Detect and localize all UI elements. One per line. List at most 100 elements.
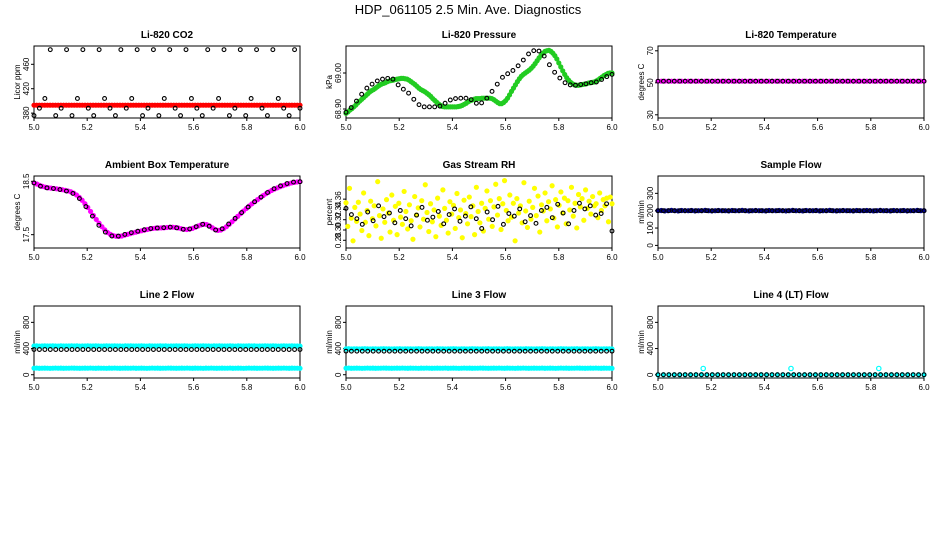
rh-point	[396, 200, 402, 206]
rh-point	[436, 213, 442, 219]
line2-point	[64, 347, 70, 352]
co2-point	[42, 96, 48, 101]
line4-spike-point	[700, 365, 707, 372]
co2-point	[31, 113, 37, 119]
ambient-point	[213, 227, 219, 233]
rh-point	[484, 209, 490, 215]
rh-point	[385, 210, 391, 216]
line4-point	[753, 372, 759, 378]
line4-title: Line 4 (LT) Flow	[753, 290, 829, 301]
line2-point	[74, 347, 80, 352]
temperature-point	[840, 78, 846, 84]
ambient-point	[161, 225, 167, 231]
temperature-point	[758, 78, 764, 84]
rh-point	[468, 204, 474, 210]
line2-series-flow-low	[31, 365, 303, 371]
rh-point	[498, 226, 504, 233]
line2-point	[36, 347, 42, 352]
pressure-point	[562, 80, 568, 86]
rh-point	[371, 203, 377, 209]
line3-x-tick-label: 5.4	[447, 383, 459, 392]
rh-point	[380, 206, 386, 212]
pressure-point	[353, 98, 359, 104]
temperature-point	[671, 78, 677, 84]
line2-point	[161, 347, 167, 352]
rh-point	[370, 218, 376, 224]
rh-point	[510, 200, 516, 206]
co2-x-tick-label: 5.8	[241, 123, 253, 132]
pressure-point	[369, 81, 375, 87]
rh-title: Gas Stream RH	[443, 160, 516, 171]
line2-x-tick-label: 5.8	[241, 383, 253, 392]
co2-point	[102, 96, 108, 101]
co2-point	[107, 105, 113, 111]
sample_flow-x-tick-label: 5.2	[706, 253, 718, 262]
pressure-point	[427, 104, 432, 110]
co2-point	[292, 47, 298, 53]
temperature-point	[878, 78, 884, 84]
rh-point	[424, 209, 430, 216]
rh-point	[516, 210, 522, 216]
line3-series-flow-low	[343, 365, 615, 371]
pressure-point	[599, 77, 605, 82]
temperature-x-tick-label: 5.2	[706, 123, 718, 132]
line2-point	[107, 347, 113, 352]
pressure-y-axis-label: kPa	[325, 75, 334, 89]
co2-point	[69, 113, 75, 119]
rh-point	[496, 196, 502, 202]
line4-series-samples	[655, 372, 927, 378]
line4-spike-point	[788, 365, 794, 372]
line3-point	[343, 348, 349, 354]
co2-point	[150, 47, 156, 53]
rh-point	[376, 203, 382, 209]
pressure-point	[348, 105, 354, 111]
rh-point	[464, 221, 471, 227]
sample_flow-point	[905, 208, 911, 214]
line3-point	[397, 348, 403, 354]
line3-point	[457, 348, 463, 354]
rh-point	[399, 221, 405, 227]
sample_flow-point	[715, 208, 721, 214]
line3-point	[587, 348, 593, 354]
ambient-x-tick-label: 5.8	[241, 253, 253, 262]
rh-point	[587, 203, 593, 209]
rh-point	[435, 209, 441, 214]
line2-point	[254, 347, 260, 352]
line2-point	[281, 347, 287, 352]
line3-point	[555, 348, 561, 354]
pressure-point	[593, 79, 599, 85]
temperature-point	[802, 78, 808, 84]
line2-point	[172, 347, 178, 352]
co2-point	[188, 96, 194, 101]
rh-point	[383, 197, 390, 203]
line4-point	[856, 372, 862, 378]
rh-point	[501, 178, 508, 184]
pressure-point	[437, 103, 443, 109]
pressure-y-tick-label: 69.00	[334, 62, 343, 83]
co2-point	[91, 113, 97, 119]
line2-point	[292, 347, 298, 352]
rh-point	[576, 200, 582, 206]
ambient-point	[57, 187, 63, 192]
rh-point	[524, 224, 531, 231]
ambient-point	[174, 225, 180, 231]
sample_flow-series-samples	[655, 208, 927, 214]
rh-y-tick-label: 0.34	[334, 201, 343, 217]
rh-point	[365, 209, 371, 215]
line3-point	[376, 348, 382, 354]
line4-point	[910, 372, 916, 378]
ambient-y-axis-label: degrees C	[13, 193, 22, 230]
rh-point	[431, 207, 437, 213]
line3-point	[354, 348, 360, 354]
line4-point	[883, 372, 889, 378]
rh-point	[452, 206, 458, 212]
sample_flow-point	[856, 208, 862, 214]
line3-x-tick-label: 5.0	[340, 383, 352, 392]
ambient-point	[278, 183, 283, 189]
sample_flow-point	[764, 208, 770, 214]
rh-point	[408, 218, 414, 224]
rh-point	[394, 232, 400, 238]
pressure-point	[453, 96, 458, 102]
ambient-title: Ambient Box Temperature	[105, 160, 230, 171]
sample_flow-point	[888, 208, 894, 214]
